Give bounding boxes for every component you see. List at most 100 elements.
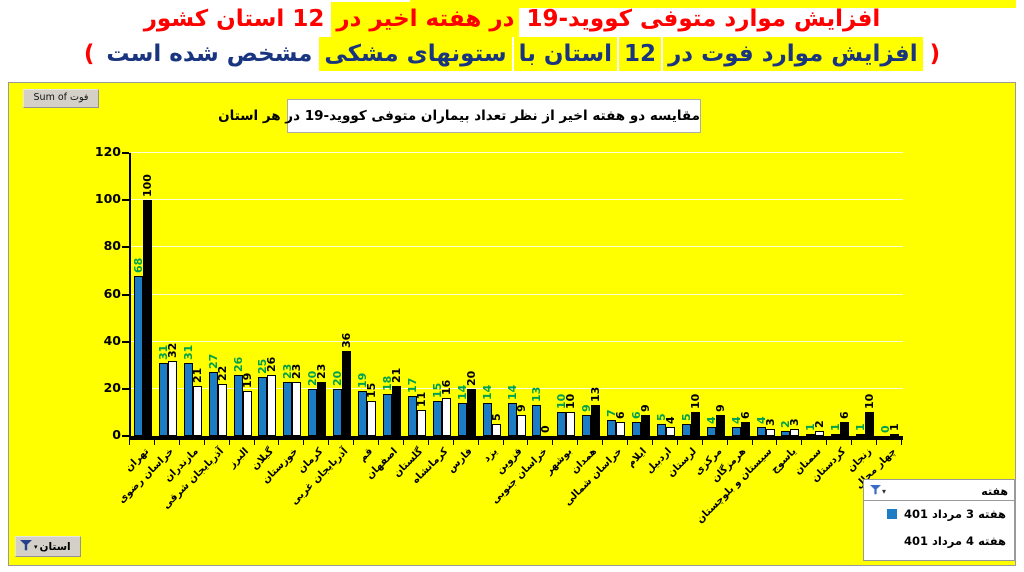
x-axis-tick [577,440,579,445]
y-axis-tick [122,246,129,249]
y-axis-tick-label: 0 [112,427,121,442]
x-axis-tick [602,440,604,445]
y-axis-tick [122,340,129,343]
bar-week4 [416,410,426,436]
x-axis-tick [801,440,803,445]
value-label-week3: 1 [829,423,843,431]
x-axis-tick [278,440,280,445]
bar-week3 [557,412,567,436]
value-label-week4: 6 [838,411,852,419]
bar-week4 [890,433,900,436]
x-axis-tick [378,440,380,445]
bar-week4 [790,428,800,436]
bar-week3 [283,381,293,436]
legend-item-week4: هفته 4 مرداد 401 [864,528,1014,555]
title-line1-right: افزایش موارد متوفی کووید-19 [526,6,881,32]
title-line2-seg1: افزایش موارد فوت در [663,37,923,71]
y-axis-tick [122,152,129,154]
category-label: یزد [481,446,500,465]
bar-week4 [466,388,476,436]
x-axis-tick [701,440,703,445]
bar-week3 [407,395,417,436]
value-label-week4: 4 [663,415,677,424]
week-filter-button[interactable]: ▾ [870,484,887,498]
value-label-week4: 9 [639,404,653,412]
bar-week3 [158,362,168,436]
x-axis-tick [726,440,728,445]
value-label-week4: 13 [589,387,603,403]
value-label-week4: 15 [365,382,379,398]
legend-field-label: هفته [981,484,1008,498]
x-axis-tick [627,440,629,445]
bar-week3 [781,431,791,436]
value-label-week4: 11 [414,391,428,408]
province-filter-button[interactable]: ▾ استان [15,536,81,557]
value-label-week4: 32 [165,342,179,358]
bar-week4 [740,421,750,436]
x-axis-tick [178,440,180,445]
bar-week3 [806,433,816,436]
title-line2-open-paren: ( [929,41,941,67]
bar-week3 [183,362,193,436]
gridline [131,340,903,342]
x-axis-tick [303,440,305,445]
bar-week4 [616,421,626,436]
x-axis-tick [328,440,330,445]
gridline [131,199,903,201]
bar-week4 [342,351,352,436]
x-axis-tick [876,440,878,445]
bar-week4 [292,381,302,436]
y-axis-tick-label: 40 [103,332,121,348]
bar-week4 [391,386,401,436]
value-label-week4: 10 [688,394,702,410]
gridline [131,387,903,389]
x-axis-tick [203,440,205,445]
value-label-week4: 6 [614,411,628,419]
category-label: بوشهر [543,446,575,477]
y-axis-tick [122,293,129,296]
bar-week4 [865,412,875,436]
gridline [131,293,903,295]
value-label-week3: 14 [480,384,494,400]
bar-week4 [441,398,451,436]
bar-week4 [367,400,377,436]
value-label-week3: 26 [231,356,245,372]
x-axis-tick [253,440,255,445]
x-axis-tick [153,440,155,445]
value-label-week3: 14 [455,384,469,400]
bar-week4 [242,391,252,436]
x-axis-tick [901,440,902,445]
page-title-line1: افزایش موارد متوفی کووید-19در هفته اخیر … [0,2,1024,37]
bar-week4 [641,414,651,436]
value-label-week4: 1 [888,423,902,431]
value-label-week3: 68 [131,257,145,273]
legend-marker-week3 [887,509,897,519]
value-field-button[interactable]: Sum of فوت [23,89,99,108]
bar-week3 [457,402,467,436]
x-axis-tick [826,440,828,445]
bar-week3 [507,402,517,436]
y-axis-tick-label: 100 [94,191,121,207]
bar-week3 [432,400,442,436]
value-label-week4: 26 [265,356,279,372]
y-axis-tick [122,435,129,437]
x-axis-tick [552,440,554,445]
value-label-week4: 3 [763,418,777,426]
province-filter-label: استان [39,540,71,553]
bar-week3 [482,402,492,436]
value-label-week3: 6 [630,411,644,419]
category-label: البرز [226,446,251,471]
value-label-week4: 20 [464,370,478,386]
bar-week3 [258,377,268,436]
bar-week4 [591,405,601,436]
bar-week3 [706,426,716,436]
chevron-down-icon: ▾ [882,486,887,496]
value-label-week4: 21 [389,368,403,384]
legend-item-label: هفته 4 مرداد 401 [904,534,1006,548]
bar-week4 [765,428,775,436]
x-axis-tick [477,440,479,445]
pivot-chart-panel: Sum of فوت مقایسه دو هفته اخیر از نظر تع… [8,82,1016,566]
y-axis-tick-label: 60 [103,285,121,301]
bar-week4 [192,386,202,436]
title-line2-seg4: ستونهای مشکی [319,37,512,71]
